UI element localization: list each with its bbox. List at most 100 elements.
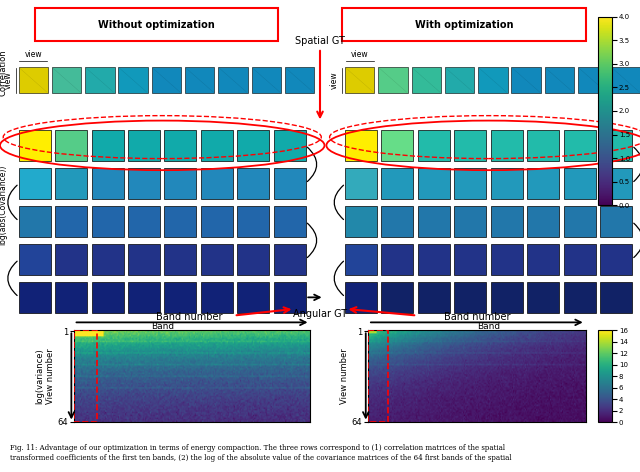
- Bar: [74, 330, 97, 422]
- FancyBboxPatch shape: [19, 168, 51, 199]
- FancyBboxPatch shape: [418, 168, 450, 199]
- Text: log(abs(Covariance)): log(abs(Covariance)): [0, 165, 8, 245]
- Text: transformed coefficients of the first ten bands, (2) the log of the absolute val: transformed coefficients of the first te…: [10, 454, 511, 462]
- FancyBboxPatch shape: [128, 206, 160, 236]
- FancyBboxPatch shape: [381, 130, 413, 160]
- FancyBboxPatch shape: [218, 67, 248, 93]
- FancyBboxPatch shape: [201, 130, 233, 160]
- FancyBboxPatch shape: [285, 67, 314, 93]
- FancyBboxPatch shape: [342, 8, 586, 42]
- FancyBboxPatch shape: [491, 168, 523, 199]
- FancyBboxPatch shape: [454, 130, 486, 160]
- FancyBboxPatch shape: [418, 282, 450, 312]
- Y-axis label: View number: View number: [340, 348, 349, 405]
- FancyBboxPatch shape: [185, 67, 214, 93]
- FancyBboxPatch shape: [118, 67, 148, 93]
- Text: Fig. 11: Advantage of our optimization in terms of energy compaction. The three : Fig. 11: Advantage of our optimization i…: [10, 444, 504, 452]
- FancyBboxPatch shape: [600, 168, 632, 199]
- FancyBboxPatch shape: [527, 130, 559, 160]
- Y-axis label: log(variance)
View number: log(variance) View number: [35, 348, 54, 405]
- FancyBboxPatch shape: [600, 282, 632, 312]
- FancyBboxPatch shape: [412, 67, 441, 93]
- FancyBboxPatch shape: [164, 130, 196, 160]
- FancyBboxPatch shape: [92, 206, 124, 236]
- FancyBboxPatch shape: [128, 168, 160, 199]
- FancyBboxPatch shape: [55, 282, 87, 312]
- FancyBboxPatch shape: [52, 67, 81, 93]
- FancyBboxPatch shape: [19, 206, 51, 236]
- FancyBboxPatch shape: [600, 244, 632, 275]
- FancyBboxPatch shape: [19, 282, 51, 312]
- FancyBboxPatch shape: [478, 67, 508, 93]
- FancyBboxPatch shape: [164, 244, 196, 275]
- FancyBboxPatch shape: [345, 67, 374, 93]
- FancyBboxPatch shape: [578, 67, 607, 93]
- FancyBboxPatch shape: [454, 206, 486, 236]
- FancyBboxPatch shape: [491, 282, 523, 312]
- FancyBboxPatch shape: [152, 67, 181, 93]
- FancyBboxPatch shape: [92, 244, 124, 275]
- FancyBboxPatch shape: [85, 67, 115, 93]
- FancyBboxPatch shape: [491, 244, 523, 275]
- FancyBboxPatch shape: [381, 244, 413, 275]
- FancyBboxPatch shape: [527, 206, 559, 236]
- FancyBboxPatch shape: [381, 168, 413, 199]
- FancyBboxPatch shape: [237, 168, 269, 199]
- FancyBboxPatch shape: [345, 206, 377, 236]
- FancyBboxPatch shape: [564, 168, 596, 199]
- Bar: [368, 330, 388, 422]
- FancyBboxPatch shape: [274, 130, 306, 160]
- FancyBboxPatch shape: [274, 244, 306, 275]
- FancyBboxPatch shape: [345, 282, 377, 312]
- FancyBboxPatch shape: [237, 282, 269, 312]
- FancyBboxPatch shape: [564, 130, 596, 160]
- FancyBboxPatch shape: [55, 206, 87, 236]
- FancyBboxPatch shape: [164, 168, 196, 199]
- FancyBboxPatch shape: [55, 244, 87, 275]
- FancyBboxPatch shape: [201, 244, 233, 275]
- FancyBboxPatch shape: [19, 130, 51, 160]
- FancyBboxPatch shape: [55, 168, 87, 199]
- FancyBboxPatch shape: [381, 282, 413, 312]
- FancyBboxPatch shape: [92, 130, 124, 160]
- FancyBboxPatch shape: [545, 67, 574, 93]
- Text: Band number: Band number: [444, 312, 510, 322]
- FancyBboxPatch shape: [92, 168, 124, 199]
- FancyBboxPatch shape: [527, 282, 559, 312]
- FancyBboxPatch shape: [378, 67, 408, 93]
- FancyBboxPatch shape: [19, 244, 51, 275]
- FancyBboxPatch shape: [600, 130, 632, 160]
- FancyBboxPatch shape: [19, 67, 48, 93]
- FancyBboxPatch shape: [564, 282, 596, 312]
- FancyBboxPatch shape: [600, 206, 632, 236]
- FancyBboxPatch shape: [92, 282, 124, 312]
- FancyBboxPatch shape: [564, 206, 596, 236]
- FancyBboxPatch shape: [237, 206, 269, 236]
- FancyBboxPatch shape: [128, 130, 160, 160]
- FancyBboxPatch shape: [418, 130, 450, 160]
- FancyBboxPatch shape: [237, 130, 269, 160]
- FancyBboxPatch shape: [274, 206, 306, 236]
- Text: Without optimization: Without optimization: [99, 20, 215, 30]
- FancyBboxPatch shape: [611, 67, 640, 93]
- FancyBboxPatch shape: [511, 67, 541, 93]
- FancyBboxPatch shape: [345, 168, 377, 199]
- FancyBboxPatch shape: [454, 282, 486, 312]
- FancyBboxPatch shape: [164, 206, 196, 236]
- FancyBboxPatch shape: [164, 282, 196, 312]
- FancyBboxPatch shape: [128, 282, 160, 312]
- FancyBboxPatch shape: [128, 244, 160, 275]
- Text: view: view: [330, 71, 339, 89]
- FancyBboxPatch shape: [564, 244, 596, 275]
- Text: Band number: Band number: [156, 312, 222, 322]
- Text: Angular GT: Angular GT: [293, 309, 347, 319]
- FancyBboxPatch shape: [345, 244, 377, 275]
- FancyBboxPatch shape: [418, 244, 450, 275]
- FancyBboxPatch shape: [381, 206, 413, 236]
- Text: Band: Band: [477, 322, 500, 331]
- FancyBboxPatch shape: [201, 206, 233, 236]
- FancyBboxPatch shape: [527, 168, 559, 199]
- FancyBboxPatch shape: [201, 168, 233, 199]
- FancyBboxPatch shape: [252, 67, 281, 93]
- FancyBboxPatch shape: [55, 130, 87, 160]
